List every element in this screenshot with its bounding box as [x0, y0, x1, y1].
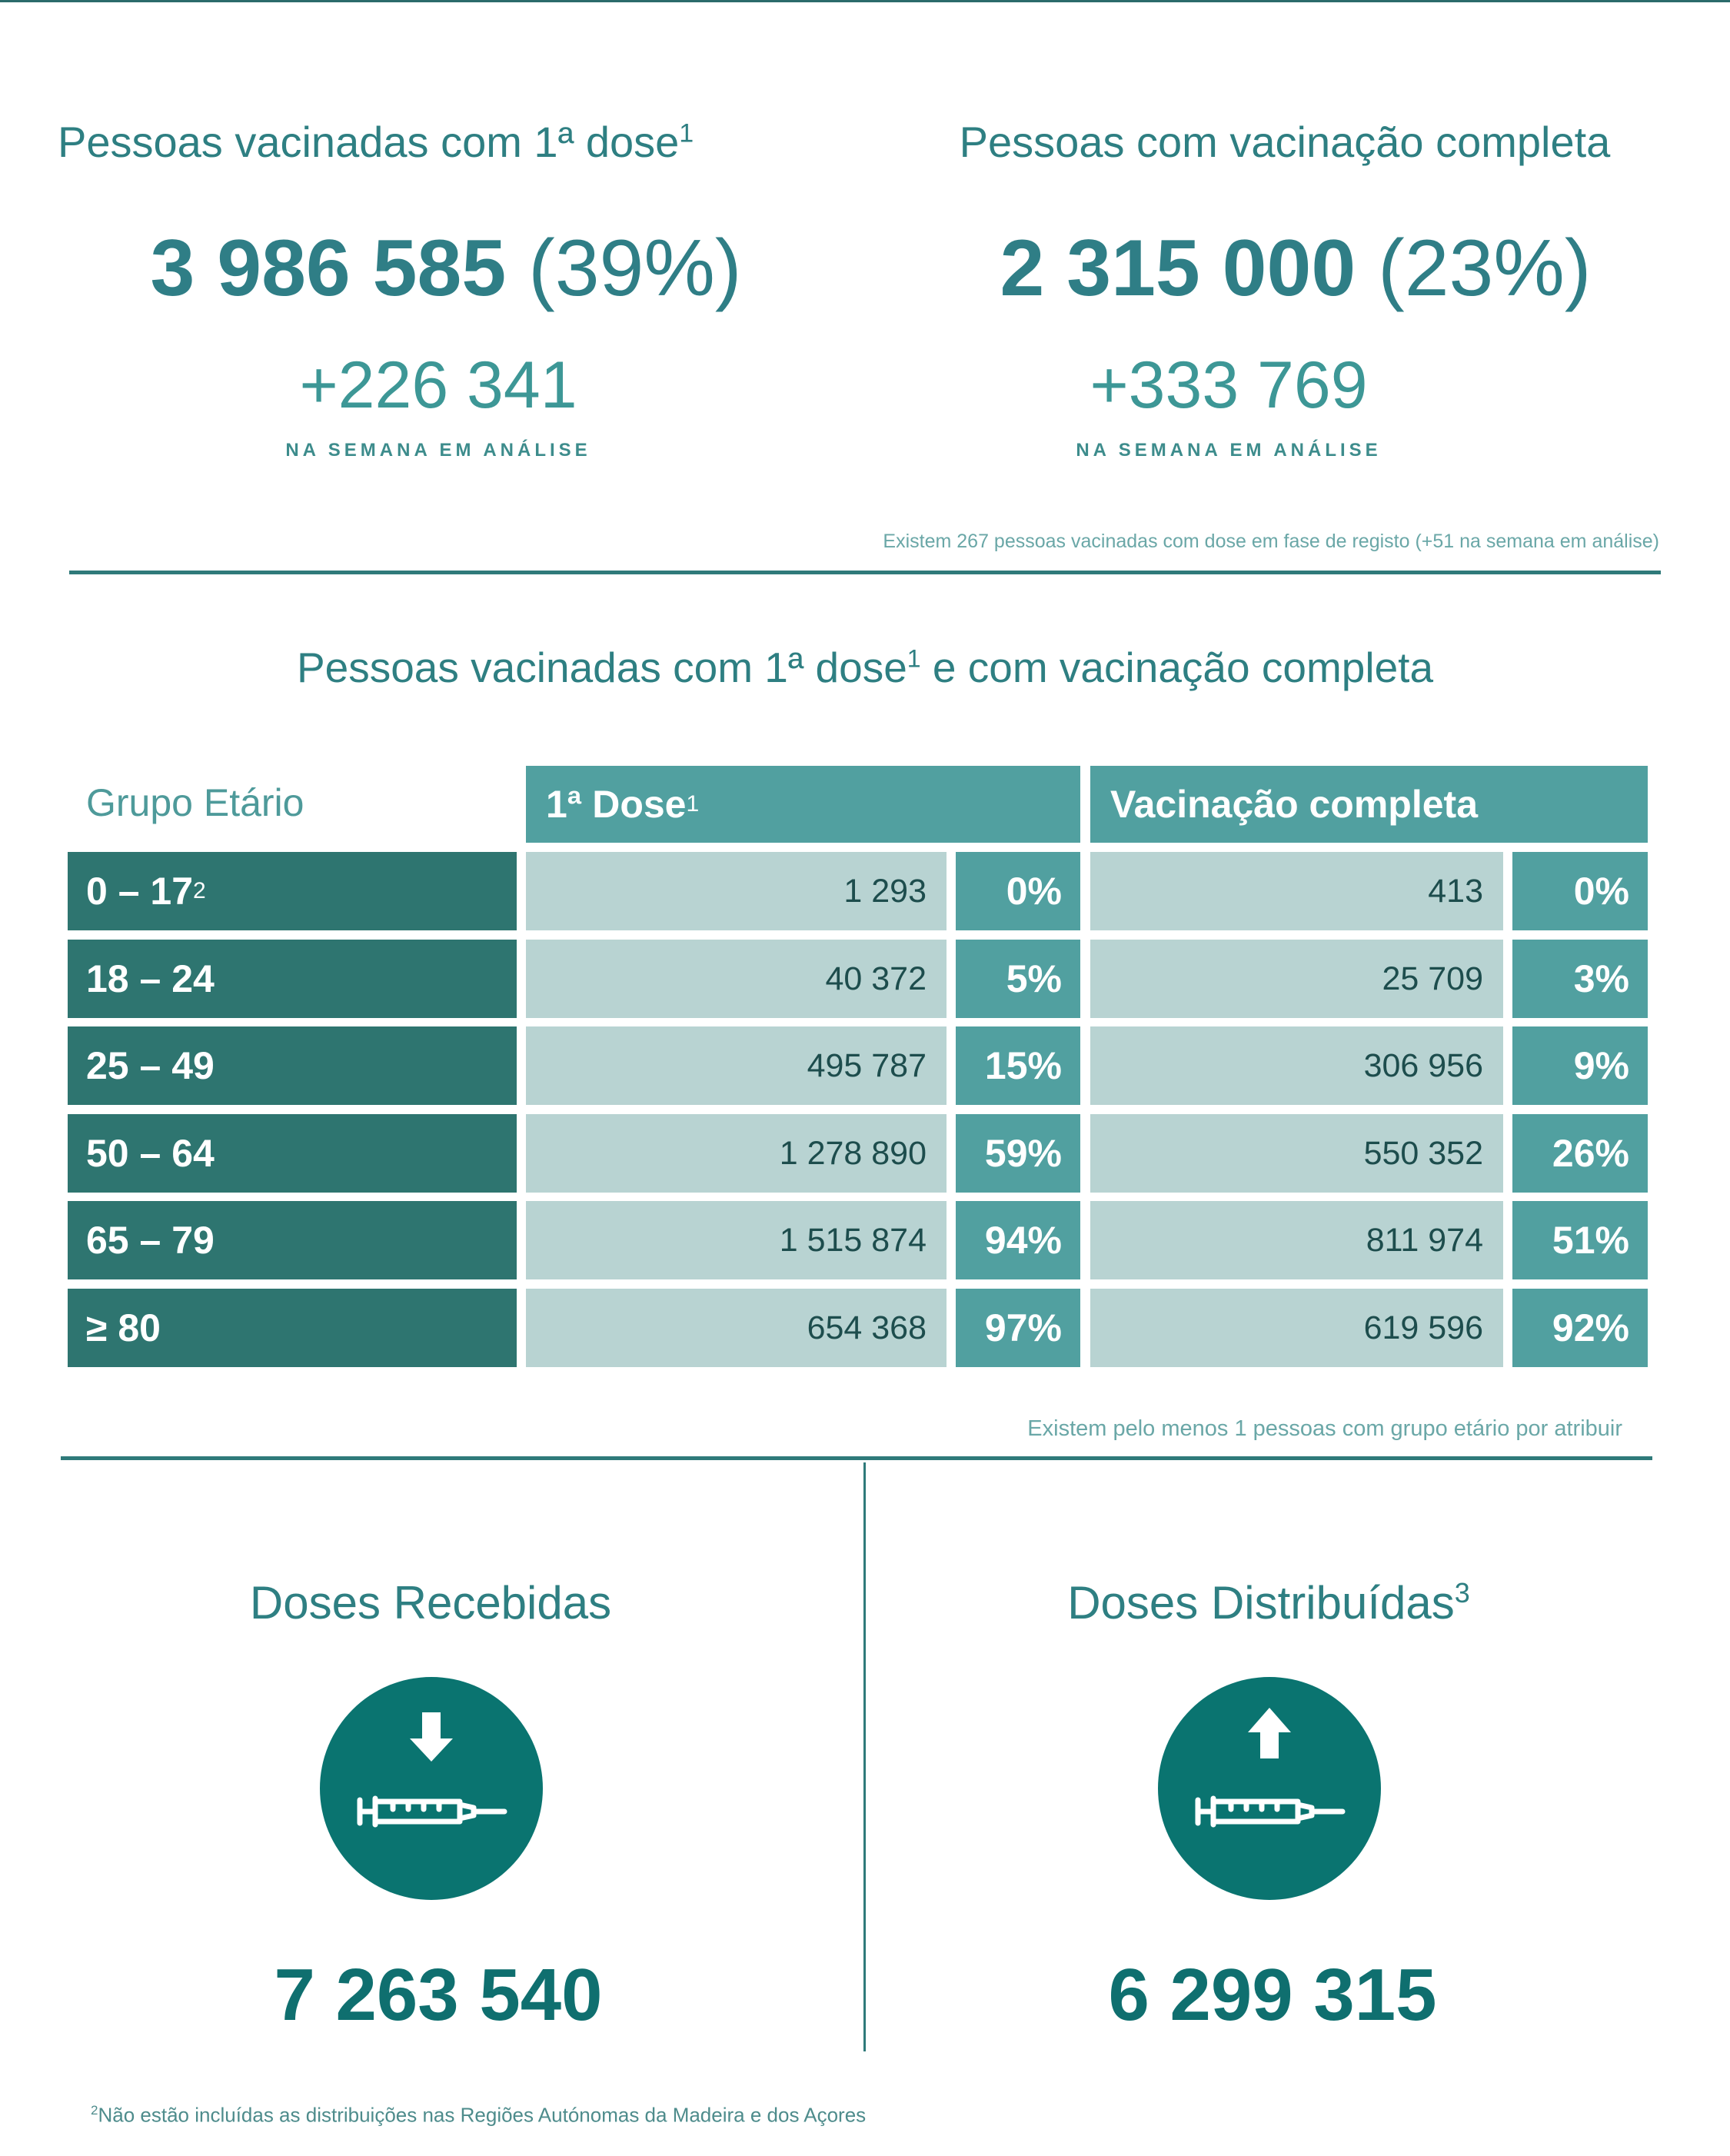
syringe-arrow-down-icon [320, 1677, 543, 1900]
first-dose-count: 654 368 [526, 1289, 947, 1367]
kpi-first-dose-percent: (39%) [528, 224, 742, 313]
age-cell: 18 – 24 [68, 940, 517, 1018]
complete-count: 811 974 [1090, 1201, 1503, 1279]
age-cell: 25 – 49 [68, 1026, 517, 1105]
first-dose-percent: 15% [956, 1026, 1080, 1105]
complete-percent: 9% [1512, 1026, 1648, 1105]
complete-count: 413 [1090, 852, 1503, 930]
age-cell: 0 – 17 2 [68, 852, 517, 930]
doses-distributed-title: Doses Distribuídas3 [1067, 1577, 1470, 1629]
complete-percent: 3% [1512, 940, 1648, 1018]
first-dose-percent: 0% [956, 852, 1080, 930]
header-complete: Vacinação completa [1090, 766, 1648, 843]
kpi-first-dose-main: 3 986 585 (39%) [62, 223, 830, 314]
table-row: 65 – 79 1 515 874 94% 811 974 51% [0, 1201, 1730, 1279]
kpi-first-dose-title: Pessoas vacinadas com 1ª dose1 [58, 118, 694, 166]
table-row: 0 – 17 2 1 293 0% 413 0% [0, 852, 1730, 930]
table-row: 18 – 24 40 372 5% 25 709 3% [0, 940, 1730, 1018]
first-dose-count: 40 372 [526, 940, 947, 1018]
top-border [0, 0, 1730, 2]
age-table-body: 0 – 17 2 1 293 0% 413 0% 18 – 24 40 372 5… [0, 852, 1730, 1375]
doses-distributed-value: 6 299 315 [1108, 1954, 1437, 2036]
kpi-complete-caption: NA SEMANA EM ANÁLISE [1076, 440, 1382, 461]
first-dose-percent: 97% [956, 1289, 1080, 1367]
age-cell: ≥ 80 [68, 1289, 517, 1367]
first-dose-count: 1 515 874 [526, 1201, 947, 1279]
age-cell: 65 – 79 [68, 1201, 517, 1279]
complete-count: 550 352 [1090, 1114, 1503, 1193]
first-dose-percent: 5% [956, 940, 1080, 1018]
kpi-complete-percent: (23%) [1378, 224, 1592, 313]
vertical-divider [863, 1462, 866, 2051]
table-section-title: Pessoas vacinadas com 1ª dose1 e com vac… [296, 644, 1434, 691]
divider-top [69, 571, 1661, 574]
kpi-first-dose-delta: +226 341 [299, 348, 577, 422]
table-row: 50 – 64 1 278 890 59% 550 352 26% [0, 1114, 1730, 1193]
age-unassigned-note: Existem pelo menos 1 pessoas com grupo e… [1027, 1416, 1622, 1441]
table-row: 25 – 49 495 787 15% 306 956 9% [0, 1026, 1730, 1105]
first-dose-count: 1 278 890 [526, 1114, 947, 1193]
first-dose-count: 1 293 [526, 852, 947, 930]
table-row: ≥ 80 654 368 97% 619 596 92% [0, 1289, 1730, 1367]
kpi-first-dose-value: 3 986 585 [150, 224, 507, 313]
kpi-complete-value: 2 315 000 [1000, 224, 1356, 313]
kpi-first-dose-caption: NA SEMANA EM ANÁLISE [285, 440, 591, 461]
header-first-dose: 1ª Dose 1 [526, 766, 1080, 843]
syringe-arrow-up-icon [1158, 1677, 1381, 1900]
kpi-complete-main: 2 315 000 (23%) [911, 223, 1680, 314]
kpi-complete-title: Pessoas com vacinação completa [959, 118, 1611, 166]
complete-percent: 26% [1512, 1114, 1648, 1193]
header-age-group: Grupo Etário [86, 781, 304, 824]
doses-received-value: 7 263 540 [274, 1954, 603, 2036]
complete-count: 25 709 [1090, 940, 1503, 1018]
first-dose-count: 495 787 [526, 1026, 947, 1105]
complete-count: 619 596 [1090, 1289, 1503, 1367]
age-cell: 50 – 64 [68, 1114, 517, 1193]
divider-middle [61, 1456, 1652, 1460]
complete-count: 306 956 [1090, 1026, 1503, 1105]
complete-percent: 92% [1512, 1289, 1648, 1367]
registration-note: Existem 267 pessoas vacinadas com dose e… [883, 531, 1659, 552]
first-dose-percent: 94% [956, 1201, 1080, 1279]
first-dose-percent: 59% [956, 1114, 1080, 1193]
complete-percent: 0% [1512, 852, 1648, 930]
doses-received-title: Doses Recebidas [249, 1577, 612, 1629]
complete-percent: 51% [1512, 1201, 1648, 1279]
footnote: 2Não estão incluídas as distribuições na… [91, 2103, 867, 2127]
kpi-complete-delta: +333 769 [1090, 348, 1368, 422]
